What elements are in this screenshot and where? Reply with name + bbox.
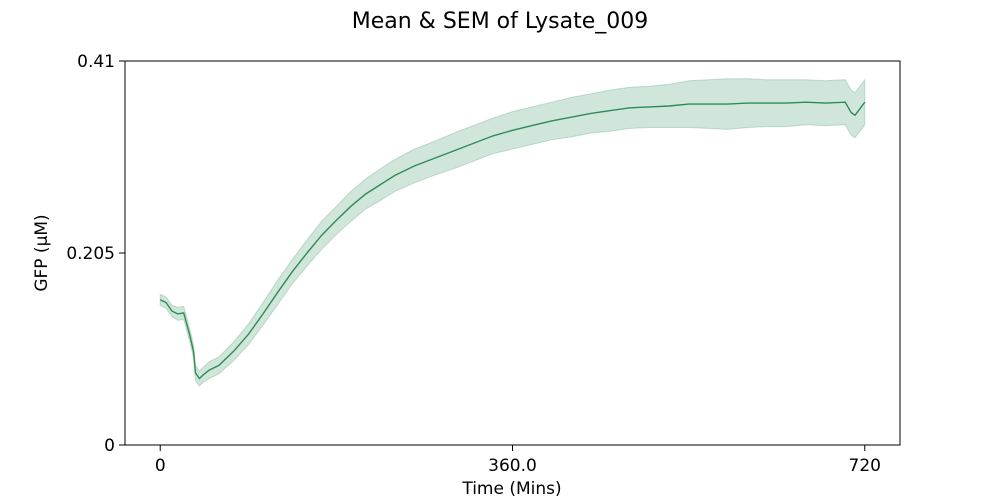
- x-tick-label: 0: [155, 456, 166, 476]
- sem-band-0: [159, 78, 866, 387]
- x-tick-label: 360.0: [488, 456, 537, 476]
- y-tick-label: 0.41: [77, 52, 115, 72]
- x-tick-label: 720: [849, 456, 881, 476]
- x-axis: 0 360.0 720: [155, 445, 881, 476]
- chart-title: Mean & SEM of Lysate_009: [352, 9, 648, 34]
- y-tick-label: 0: [104, 436, 115, 456]
- plot-area: [159, 78, 866, 387]
- mean-line-0: [159, 101, 866, 380]
- y-tick-label: 0.205: [66, 244, 115, 264]
- y-axis-label: GFP (μM): [32, 214, 52, 291]
- y-axis: 0 0.205 0.41: [66, 52, 125, 456]
- x-axis-label: Time (Mins): [461, 479, 561, 499]
